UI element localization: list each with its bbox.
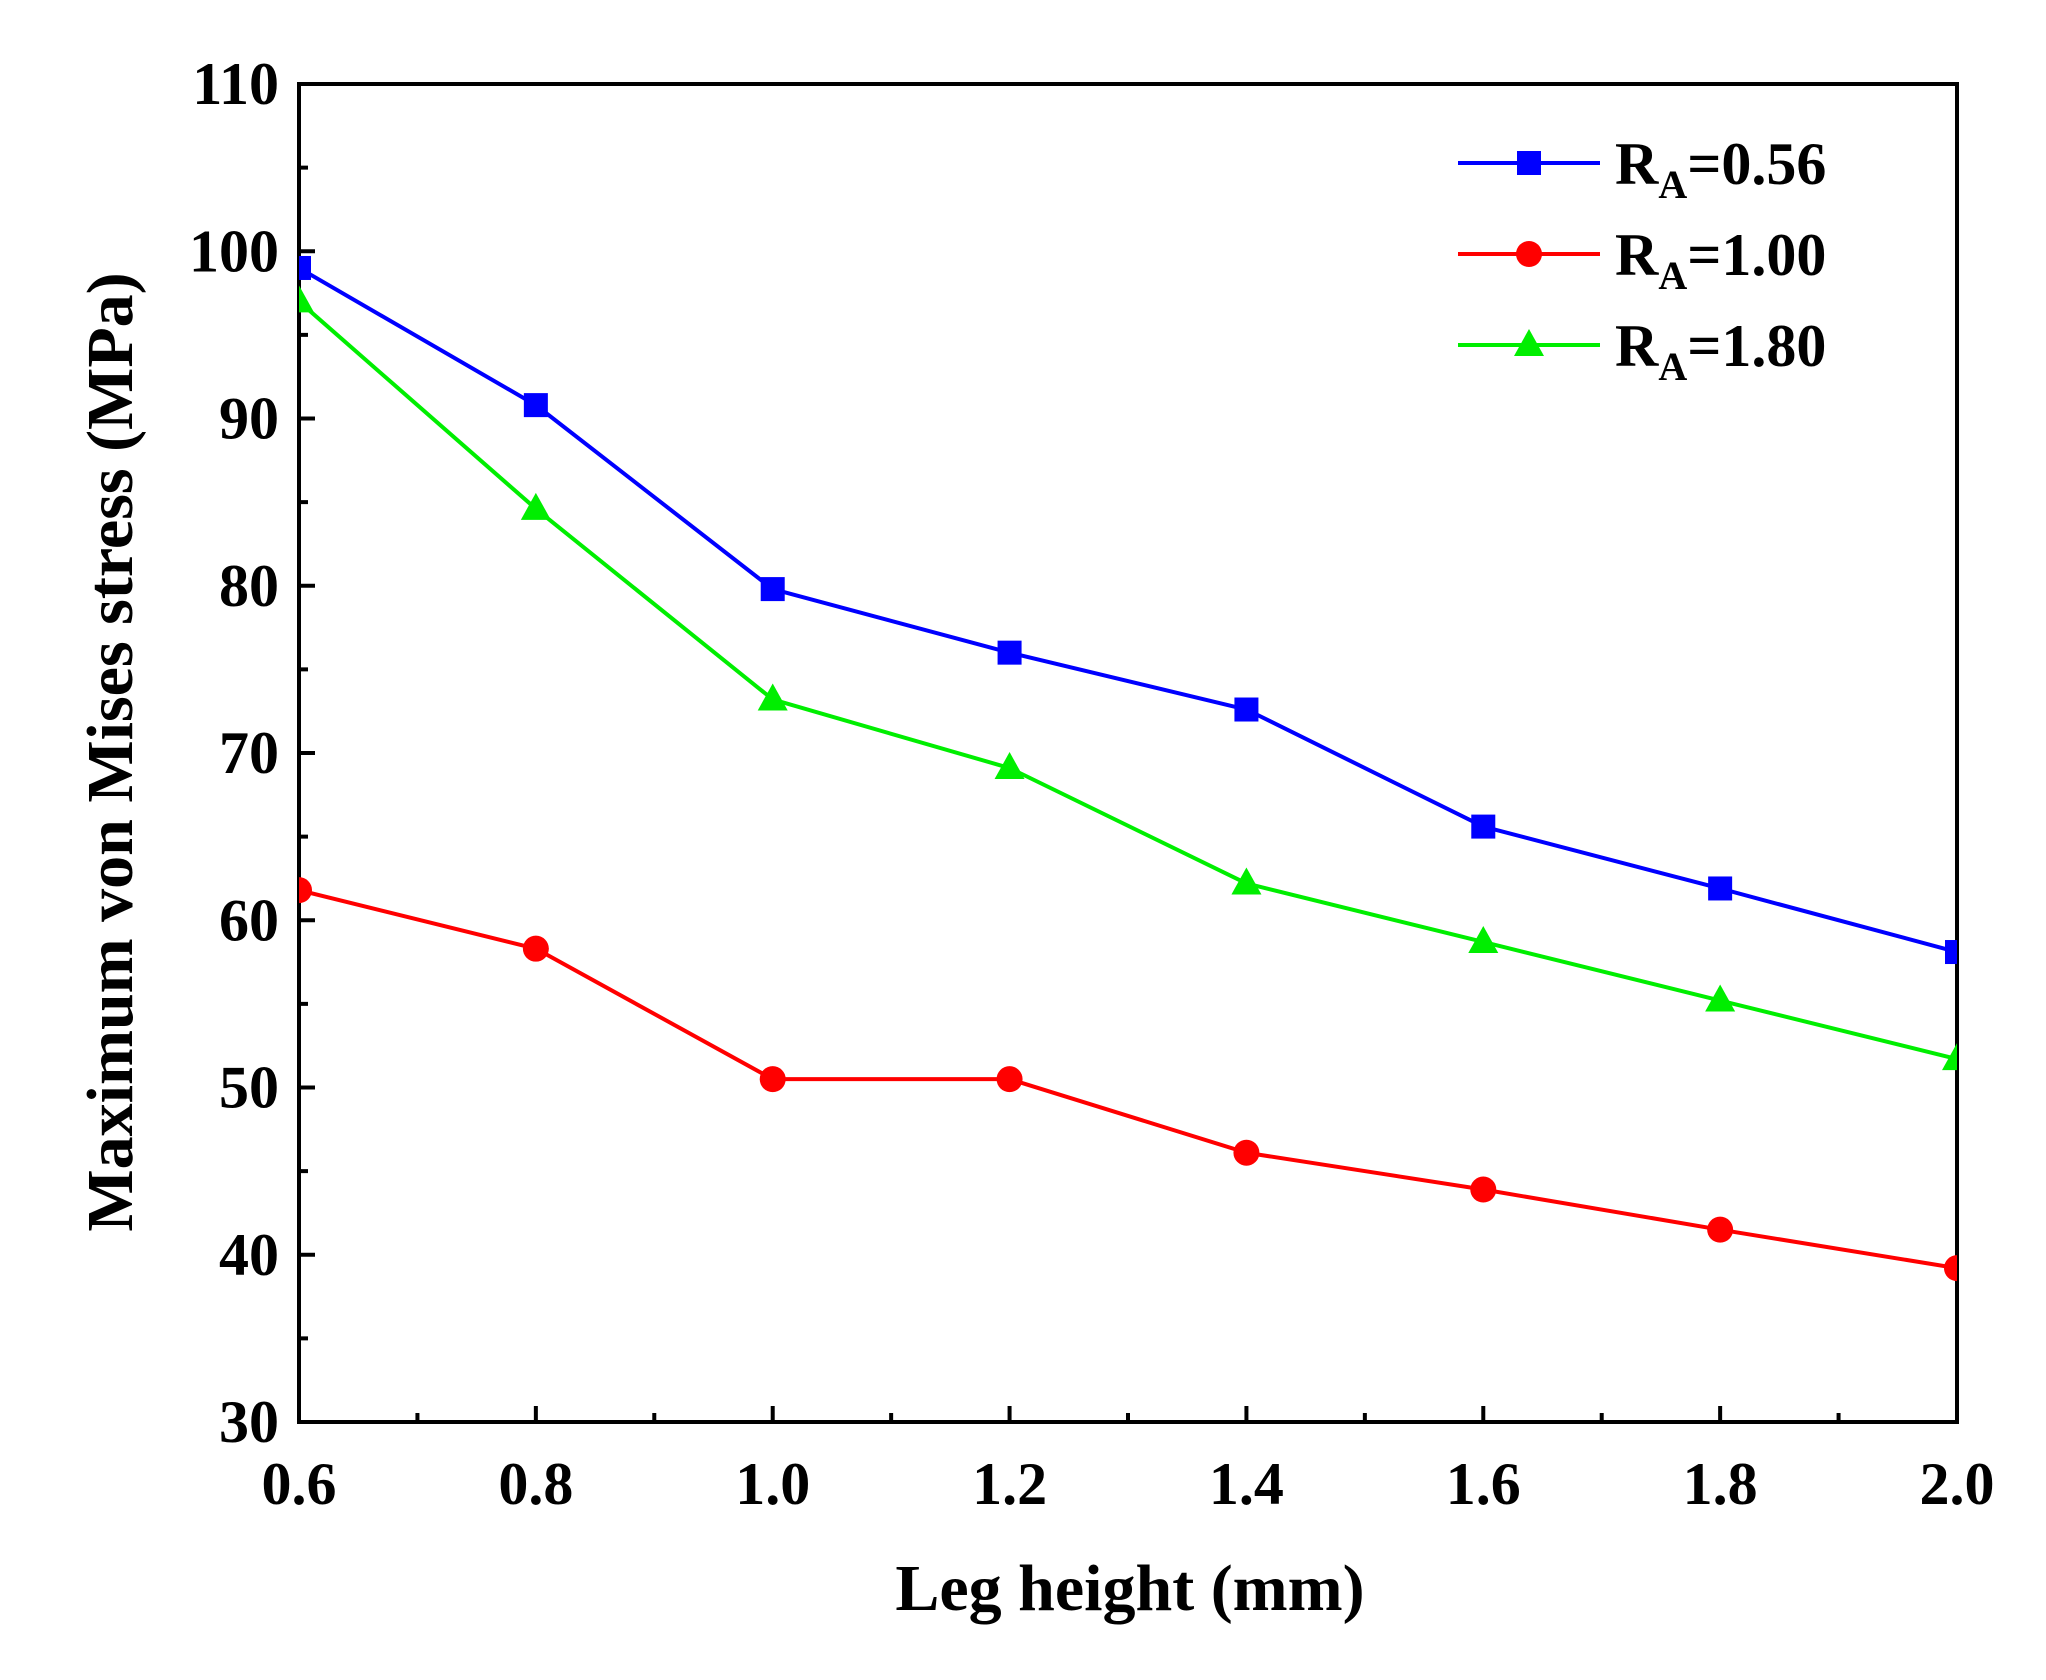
data-point [997,640,1022,665]
y-tick-label: 110 [192,51,279,117]
data-point [522,935,549,962]
data-point [299,877,312,904]
series-line [299,266,1957,954]
x-tick-label: 1.0 [735,1451,810,1517]
x-tick-label: 0.6 [262,1451,337,1517]
data-point [520,492,551,520]
y-axis-title: Maximum von Mises stress (MPa) [74,272,147,1231]
legend-label: RA=1.80 [1615,313,1826,389]
legend-marker [1514,329,1544,356]
data-point [757,683,788,711]
data-point [1234,697,1259,722]
data-point [1945,940,1957,965]
data-point [1707,1216,1734,1243]
y-tick-label: 30 [219,1389,279,1455]
data-point [299,255,311,280]
series-line [299,888,1957,1271]
y-tick-label: 60 [219,887,279,953]
data-point [1942,1043,1957,1071]
legend-item: RA=1.80 [1458,313,1826,389]
series-layer [299,255,1957,1282]
legend-marker [1517,151,1541,175]
x-tick-label: 1.4 [1209,1451,1284,1517]
data-point [1471,814,1496,839]
data-point [523,393,548,418]
data-point [1470,1176,1497,1203]
y-tick-label: 100 [189,218,279,284]
x-axis-ticks: 0.6 0.8 1.0 1.2 1.4 1.6 1.8 2.0 [262,1406,1995,1517]
data-point [1708,876,1733,901]
data-point [1233,1139,1260,1166]
series-line [299,299,1957,1062]
data-point [1468,925,1499,953]
data-point [1705,984,1736,1012]
data-point [1944,1255,1957,1282]
legend-item: RA=1.00 [1458,222,1826,298]
legend-item: RA=0.56 [1458,131,1826,207]
y-tick-label: 70 [219,720,279,786]
legend: RA=0.56 RA=1.00 RA=1.80 [1458,131,1826,389]
x-tick-label: 0.8 [498,1451,573,1517]
y-tick-label: 40 [219,1222,279,1288]
legend-label: RA=1.00 [1615,222,1826,298]
series-0 [299,255,1957,965]
data-point [759,1066,786,1093]
data-point [994,752,1025,780]
x-axis-title: Leg height (mm) [895,1552,1364,1625]
x-tick-label: 1.2 [972,1451,1047,1517]
data-point [760,577,785,602]
data-point [996,1066,1023,1093]
data-point [299,285,314,313]
x-tick-label: 1.8 [1683,1451,1758,1517]
y-axis-ticks: 30 40 50 60 70 80 90 100 110 [189,51,315,1455]
data-point [1231,867,1262,895]
x-tick-label: 2.0 [1920,1451,1995,1517]
series-1 [299,877,1957,1282]
x-tick-label: 1.6 [1446,1451,1521,1517]
y-tick-label: 50 [219,1055,279,1121]
y-tick-label: 90 [219,386,279,452]
series-2 [299,285,1957,1071]
y-tick-label: 80 [219,553,279,619]
legend-label: RA=0.56 [1615,131,1826,207]
legend-marker [1516,241,1542,267]
